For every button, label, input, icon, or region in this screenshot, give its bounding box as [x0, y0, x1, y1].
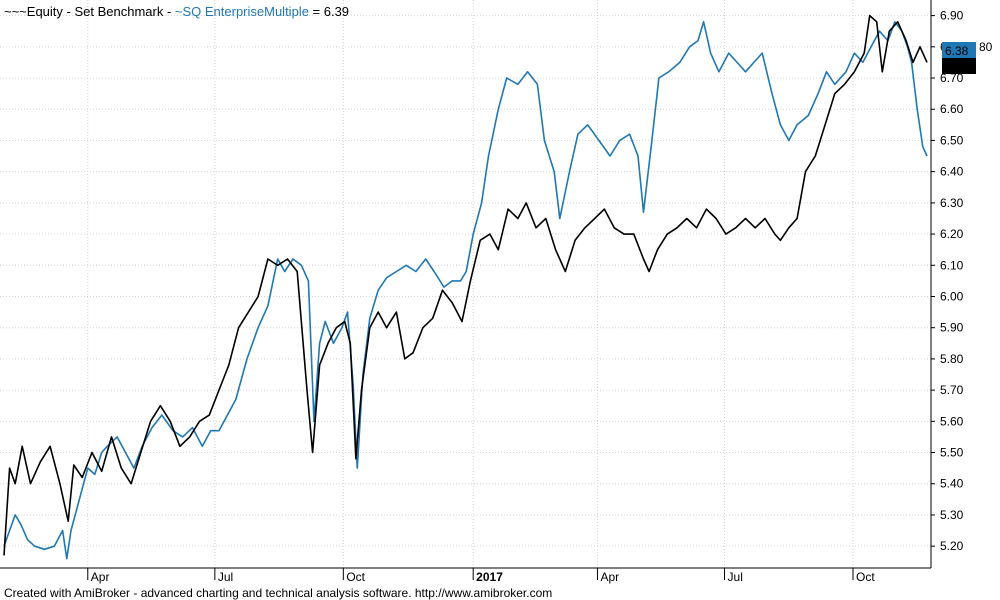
x-tick-label: Oct — [346, 570, 365, 584]
x-tick-label: Oct — [856, 570, 875, 584]
x-tick-label: 2017 — [476, 570, 503, 584]
y-tick-label: 5.80 — [940, 352, 964, 366]
title-suffix: = 6.39 — [309, 4, 349, 19]
y-tick-label: 5.30 — [940, 508, 964, 522]
y-tick-label: 6.20 — [940, 227, 964, 241]
x-tick-label: Apr — [600, 570, 619, 584]
y-tick-label: 5.20 — [940, 539, 964, 553]
y-tick-label: 6.70 — [940, 71, 964, 85]
y-tick-label: 5.90 — [940, 321, 964, 335]
y-tick-label: 5.50 — [940, 446, 964, 460]
y-tick-label: 6.60 — [940, 102, 964, 116]
last-value-tag — [942, 42, 976, 58]
grid — [0, 0, 931, 568]
y-tick-label: 6.30 — [940, 196, 964, 210]
last-value-tag-text: 2.50 — [945, 60, 969, 74]
y-tick-label: 6.50 — [940, 133, 964, 147]
y-tick-label: 5.40 — [940, 477, 964, 491]
y-tick-label: 5.70 — [940, 383, 964, 397]
last-value-labels: 6.38 2.50 80 — [942, 40, 993, 74]
x-tick-label: Jul — [728, 570, 743, 584]
last-value-tag — [942, 58, 976, 74]
y-tick-label: 6.00 — [940, 289, 964, 303]
title-series-name: ~SQ EnterpriseMultiple — [175, 4, 309, 19]
y-axis-ticks: 5.20 5.30 5.40 5.50 5.60 5.70 5.80 5.90 6.00 6.10… — [931, 9, 964, 553]
x-tick-label: Apr — [91, 570, 110, 584]
x-axis-ticks: Apr Jul Oct 2017 Apr Jul Oct — [87, 568, 875, 584]
y-tick-label: 6.40 — [940, 165, 964, 179]
series-layer — [3, 14, 928, 560]
series-line-equity — [3, 14, 928, 556]
x-tick-label: Jul — [218, 570, 233, 584]
footer-credit: Created with AmiBroker - advanced charti… — [4, 586, 552, 600]
y-tick-label: 5.60 — [940, 414, 964, 428]
title-prefix: ~~~Equity - Set Benchmark - — [4, 4, 175, 19]
y-tick-label: 6.10 — [940, 258, 964, 272]
y-tick-label: 6.90 — [940, 9, 964, 23]
last-value-tag-text: 6.38 — [945, 44, 969, 58]
chart-title: ~~~Equity - Set Benchmark - ~SQ Enterpri… — [4, 4, 349, 19]
y-tick-label-partial: 80 — [979, 40, 993, 54]
